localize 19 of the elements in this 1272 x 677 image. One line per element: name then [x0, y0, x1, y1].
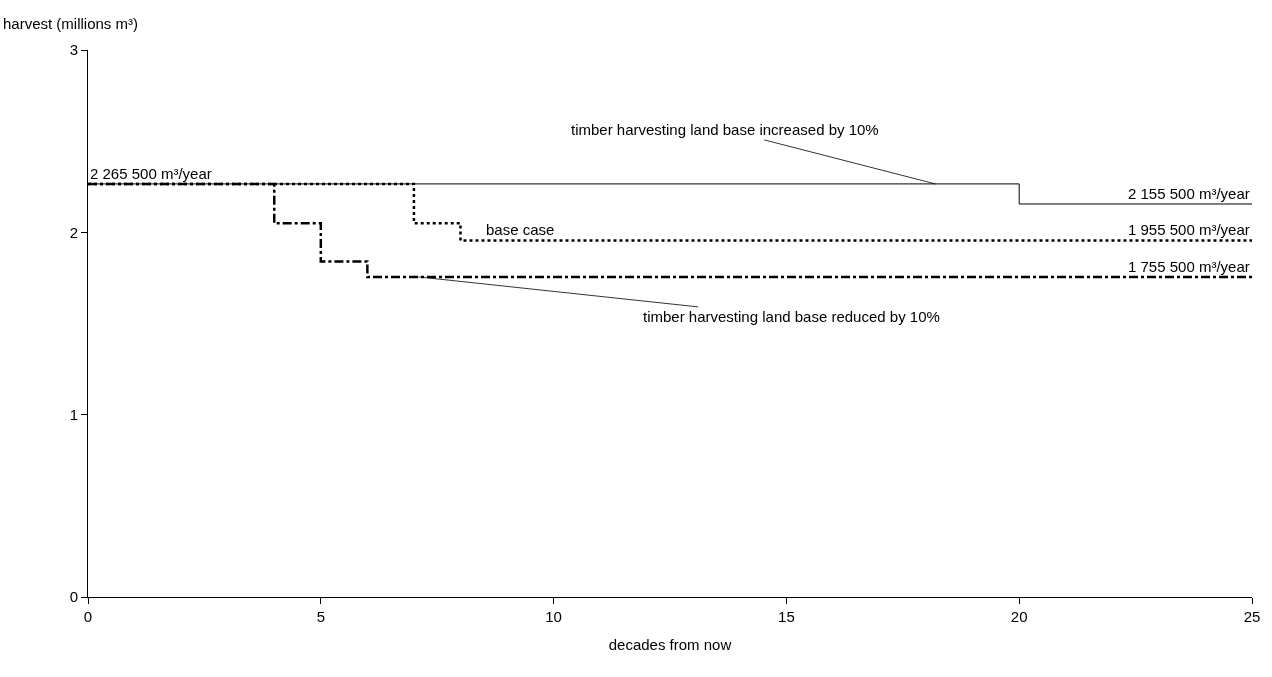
annotation: timber harvesting land base reduced by 10%: [643, 308, 940, 325]
y-tick-label: 3: [69, 41, 78, 59]
annotation: 1 955 500 m³/year: [1128, 221, 1250, 238]
x-tick-label: 15: [778, 608, 795, 625]
annotation: timber harvesting land base increased by 10%: [571, 121, 879, 138]
y-tick-label: 2: [69, 223, 78, 241]
x-tick-label: 0: [83, 608, 93, 625]
x-tick-label: 25: [1243, 608, 1261, 625]
y-axis-title: harvest (millions m³): [3, 15, 139, 32]
annotation: 2 265 500 m³/year: [90, 165, 212, 182]
x-tick-label: 10: [545, 608, 562, 625]
annotation: 2 155 500 m³/year: [1128, 185, 1250, 202]
annotation: base case: [486, 221, 555, 238]
y-tick-label: 0: [69, 588, 78, 606]
x-tick-label: 5: [316, 608, 325, 625]
y-tick-label: 1: [69, 405, 78, 423]
annotation: 1 755 500 m³/year: [1128, 258, 1250, 275]
x-tick-label: 20: [1010, 608, 1028, 625]
x-axis-title: decades from now: [608, 636, 732, 653]
